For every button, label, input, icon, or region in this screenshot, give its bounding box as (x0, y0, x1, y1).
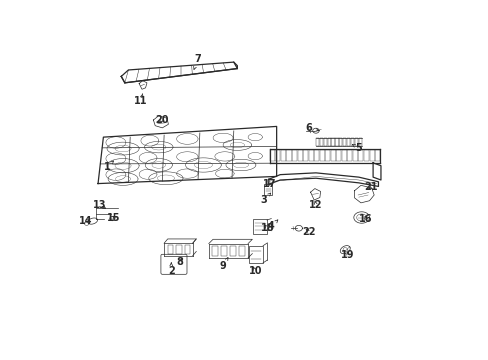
Text: 5: 5 (352, 143, 362, 153)
Bar (339, 138, 342, 146)
Bar (354, 138, 357, 146)
Bar (363, 150, 368, 161)
Bar (327, 138, 330, 146)
Bar (303, 150, 307, 161)
Bar (358, 138, 361, 146)
Bar (275, 150, 280, 161)
Text: 18: 18 (261, 223, 274, 233)
Bar (369, 150, 374, 161)
Bar (239, 246, 245, 256)
Bar (374, 150, 379, 161)
Text: 19: 19 (341, 250, 354, 260)
Bar (335, 138, 338, 146)
Text: 15: 15 (107, 212, 121, 222)
Bar (313, 150, 319, 161)
Bar (253, 219, 266, 234)
Text: 21: 21 (364, 182, 377, 192)
Text: 1: 1 (103, 161, 113, 172)
Bar (343, 138, 346, 146)
Bar (291, 150, 296, 161)
Text: 17: 17 (262, 179, 276, 189)
Bar (346, 138, 349, 146)
Bar (319, 150, 324, 161)
Bar (352, 150, 357, 161)
Bar (286, 150, 291, 161)
Text: 11: 11 (134, 94, 147, 107)
Bar (319, 138, 323, 146)
Bar (336, 150, 341, 161)
Text: 12: 12 (308, 200, 322, 210)
Text: 6: 6 (305, 123, 318, 133)
Bar (315, 138, 319, 146)
Bar (229, 246, 236, 256)
Bar (331, 138, 334, 146)
Bar (297, 150, 302, 161)
Text: 10: 10 (248, 266, 262, 276)
Bar (167, 245, 173, 254)
Text: 7: 7 (193, 54, 201, 69)
Text: 20: 20 (155, 115, 168, 125)
Bar (346, 150, 352, 161)
Text: 16: 16 (359, 214, 372, 224)
Text: 9: 9 (219, 257, 227, 271)
Bar (325, 150, 329, 161)
Text: 4: 4 (267, 220, 277, 231)
Text: 3: 3 (260, 193, 270, 204)
Bar (176, 245, 182, 254)
Bar (358, 150, 363, 161)
Bar (308, 150, 313, 161)
Bar (269, 150, 274, 161)
Text: 8: 8 (176, 257, 183, 267)
Text: 13: 13 (93, 200, 106, 210)
Bar (221, 246, 227, 256)
Bar (281, 150, 285, 161)
Bar (341, 150, 346, 161)
Bar (330, 150, 335, 161)
Bar (211, 246, 218, 256)
Bar (264, 184, 271, 195)
Text: 2: 2 (167, 263, 174, 276)
Bar (248, 246, 263, 263)
Bar (350, 138, 353, 146)
Text: 22: 22 (302, 227, 315, 237)
Text: 14: 14 (79, 216, 92, 226)
Bar (184, 245, 190, 254)
Bar (323, 138, 326, 146)
